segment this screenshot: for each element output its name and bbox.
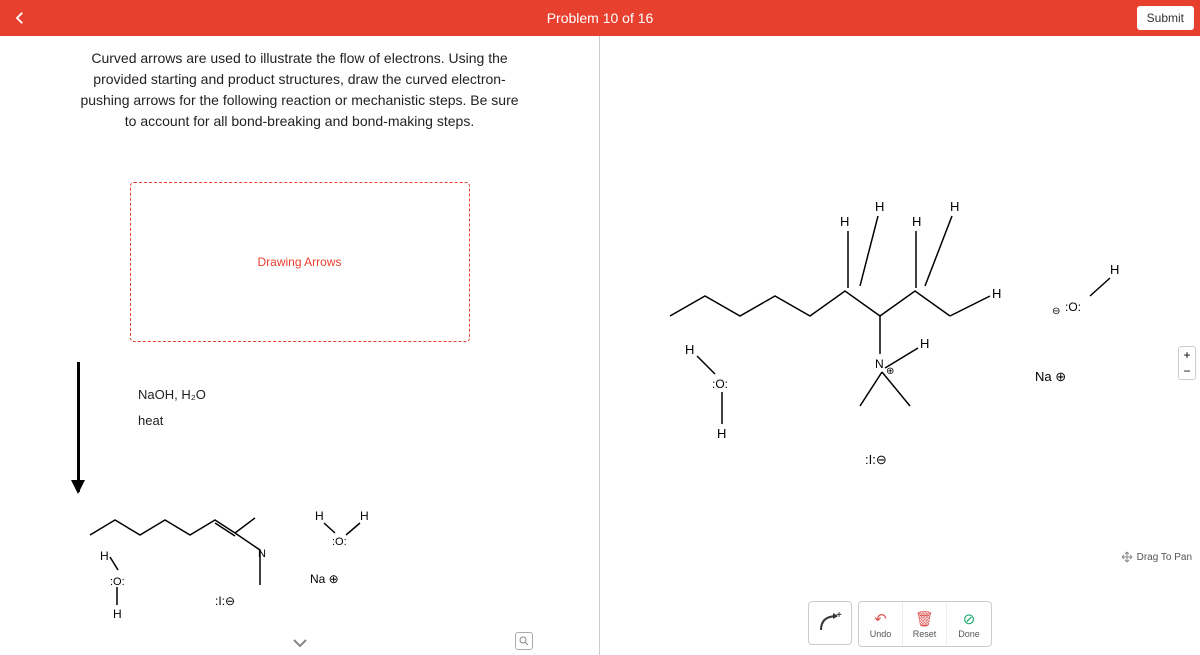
back-button[interactable] — [0, 0, 40, 36]
iodide-label: :I:⊖ — [215, 594, 235, 608]
svg-text:H: H — [717, 426, 726, 441]
undo-button[interactable]: ↶ Undo — [859, 602, 903, 646]
main-content: Curved arrows are used to illustrate the… — [0, 36, 1200, 655]
svg-text:H: H — [875, 199, 884, 214]
svg-text:H: H — [920, 336, 929, 351]
svg-text:H: H — [685, 342, 694, 357]
svg-text:H: H — [912, 214, 921, 229]
svg-text::O:: :O: — [712, 377, 728, 391]
na-plus-label: Na ⊕ — [1035, 369, 1066, 384]
drawing-arrows-box[interactable]: Drawing Arrows — [130, 182, 470, 342]
svg-text::O:: :O: — [1065, 300, 1081, 314]
o-label: :O: — [332, 536, 347, 548]
h-label: H — [315, 509, 324, 523]
n-label: N — [258, 548, 266, 560]
right-pane: H H H H H N ⊕ H — [600, 36, 1200, 655]
done-button[interactable]: ⊘ Done — [947, 602, 991, 646]
instructions-text: Curved arrows are used to illustrate the… — [80, 48, 520, 132]
o-label: :O: — [110, 576, 125, 588]
product-structure: H :O: H N :I:⊖ H :O: H Na ⊕ — [60, 475, 440, 635]
condition-line2: heat — [138, 408, 206, 434]
svg-text:H: H — [1110, 262, 1119, 277]
zoom-in-button[interactable]: + — [1179, 347, 1195, 363]
svg-text:H: H — [840, 214, 849, 229]
svg-text:H: H — [950, 199, 959, 214]
h-label: H — [113, 607, 122, 621]
reaction-conditions: NaOH, H₂O heat — [138, 382, 206, 434]
zoom-out-button[interactable]: − — [1179, 363, 1195, 379]
problem-title: Problem 10 of 16 — [547, 10, 654, 26]
bottom-toolbar: + ↶ Undo 🗑 Reset ⊘ Done — [808, 601, 992, 647]
svg-text:H: H — [992, 286, 1001, 301]
svg-text:⊕: ⊕ — [886, 366, 894, 377]
svg-text:N: N — [875, 357, 884, 371]
h-label: H — [100, 549, 109, 563]
header-bar: Problem 10 of 16 Submit — [0, 0, 1200, 36]
reset-button[interactable]: 🗑 Reset — [903, 602, 947, 646]
svg-text:⊖: ⊖ — [1052, 306, 1060, 317]
drag-to-pan-label: Drag To Pan — [1121, 551, 1192, 563]
expand-down-button[interactable] — [292, 635, 308, 653]
zoom-button[interactable] — [515, 632, 533, 650]
drawing-box-label: Drawing Arrows — [257, 255, 341, 269]
zoom-controls: + − — [1178, 346, 1196, 380]
na-plus-label: Na ⊕ — [310, 572, 339, 586]
iodide-label: :I:⊖ — [865, 452, 887, 467]
curved-arrow-tool[interactable]: + — [808, 601, 852, 645]
submit-button[interactable]: Submit — [1137, 6, 1194, 30]
condition-line1: NaOH, H₂O — [138, 382, 206, 408]
reaction-arrow — [18, 362, 138, 492]
left-pane: Curved arrows are used to illustrate the… — [0, 36, 600, 655]
h-label: H — [360, 509, 369, 523]
reaction-scheme: NaOH, H₂O heat — [18, 362, 581, 492]
drawing-canvas[interactable]: H H H H H N ⊕ H — [600, 36, 1200, 655]
